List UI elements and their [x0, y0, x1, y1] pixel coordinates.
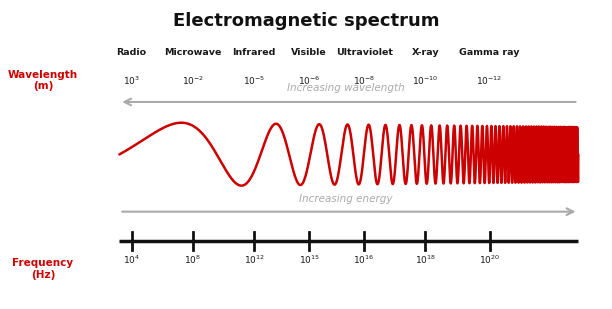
- Text: Microwave: Microwave: [164, 48, 222, 57]
- Text: $10^{4}$: $10^{4}$: [123, 253, 140, 266]
- Text: Increasing energy: Increasing energy: [299, 194, 392, 204]
- Text: $10^{15}$: $10^{15}$: [299, 253, 319, 266]
- Text: Radio: Radio: [116, 48, 147, 57]
- Text: $10^{20}$: $10^{20}$: [479, 253, 500, 266]
- Text: $10^{8}$: $10^{8}$: [184, 253, 201, 266]
- Text: Visible: Visible: [291, 48, 327, 57]
- Text: Ultraviolet: Ultraviolet: [335, 48, 393, 57]
- Text: Frequency
(Hz): Frequency (Hz): [12, 258, 73, 280]
- Text: $10^{-5}$: $10^{-5}$: [243, 74, 265, 87]
- Text: $10^{-2}$: $10^{-2}$: [182, 74, 204, 87]
- Text: X-ray: X-ray: [411, 48, 439, 57]
- Text: Infrared: Infrared: [233, 48, 275, 57]
- Text: $10^{-12}$: $10^{-12}$: [477, 74, 502, 87]
- Text: $10^{16}$: $10^{16}$: [354, 253, 375, 266]
- Text: $10^{-8}$: $10^{-8}$: [353, 74, 375, 87]
- Text: Increasing wavelength: Increasing wavelength: [287, 83, 405, 93]
- Text: $10^{18}$: $10^{18}$: [415, 253, 436, 266]
- Text: Wavelength
(m): Wavelength (m): [8, 70, 78, 91]
- Text: $10^{-10}$: $10^{-10}$: [412, 74, 439, 87]
- Text: $10^{3}$: $10^{3}$: [123, 74, 140, 87]
- Text: $10^{-6}$: $10^{-6}$: [298, 74, 320, 87]
- Text: Electromagnetic spectrum: Electromagnetic spectrum: [173, 12, 439, 30]
- Text: $10^{12}$: $10^{12}$: [244, 253, 264, 266]
- Text: Gamma ray: Gamma ray: [460, 48, 520, 57]
